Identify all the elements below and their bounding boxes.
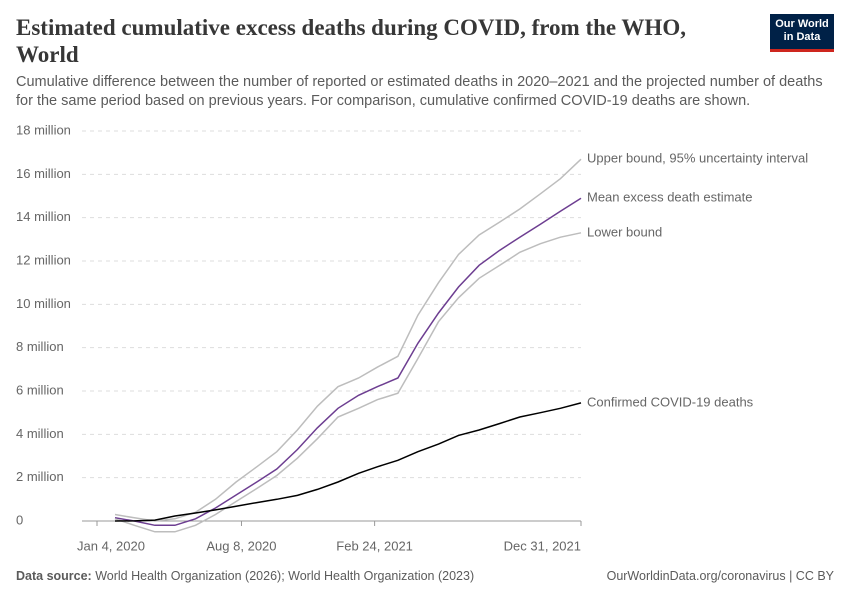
y-tick-label: 2 million <box>16 469 64 484</box>
x-tick-label: Feb 24, 2021 <box>336 538 413 553</box>
x-tick-label: Aug 8, 2020 <box>206 538 276 553</box>
series-label: Lower bound <box>587 224 662 239</box>
logo-line: Our World <box>775 18 829 30</box>
x-tick-label: Dec 31, 2021 <box>504 538 581 553</box>
series-label: Upper bound, 95% uncertainty interval <box>587 151 808 166</box>
logo[interactable]: Our World in Data <box>770 14 834 52</box>
y-tick-label: 12 million <box>16 252 71 267</box>
chart-subtitle: Cumulative difference between the number… <box>16 74 823 109</box>
logo-line: in Data <box>783 31 821 43</box>
series-line <box>114 232 582 533</box>
chart-title: Estimated cumulative excess deaths durin… <box>16 15 686 67</box>
y-tick-label: 4 million <box>16 426 64 441</box>
y-tick-label: 14 million <box>16 209 71 224</box>
y-tick-label: 10 million <box>16 296 71 311</box>
series-line <box>114 197 582 527</box>
y-tick-label: 0 <box>16 512 23 527</box>
y-tick-label: 8 million <box>16 339 64 354</box>
chart: 0 2 million 4 million 6 million 8 million 10 … <box>16 122 808 553</box>
source: Data source: World Health Organization (… <box>16 569 474 583</box>
source-label: Data source: <box>16 569 92 583</box>
y-tick-label: 18 million <box>16 122 71 137</box>
series-line <box>114 158 582 522</box>
source-text: World Health Organization (2026); World … <box>95 569 475 583</box>
x-tick-label: Jan 4, 2020 <box>77 538 145 553</box>
source-url[interactable]: OurWorldinData.org/coronavirus | CC BY <box>606 569 834 583</box>
y-tick-label: 6 million <box>16 382 64 397</box>
series-line <box>114 402 582 522</box>
series-label: Mean excess death estimate <box>587 190 752 205</box>
y-tick-label: 16 million <box>16 166 71 181</box>
series-label: Confirmed COVID-19 deaths <box>587 394 754 409</box>
